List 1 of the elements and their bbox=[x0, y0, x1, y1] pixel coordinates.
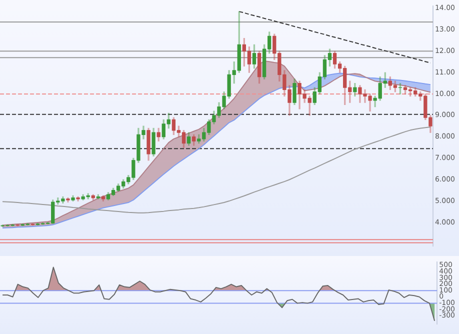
line-series bbox=[238, 11, 431, 64]
